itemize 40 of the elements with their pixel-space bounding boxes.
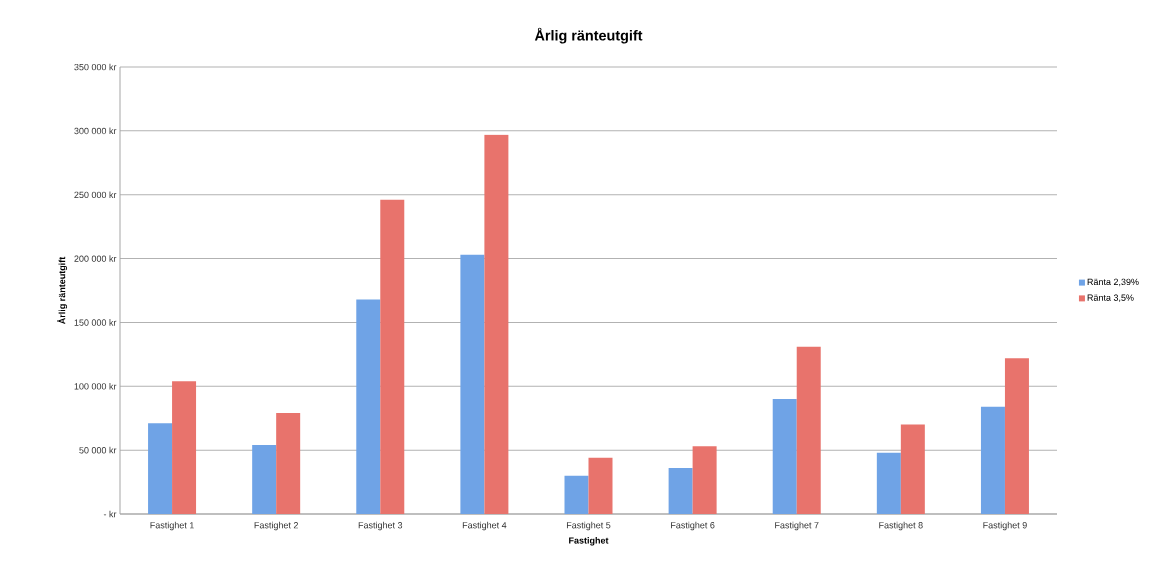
y-axis-title: Årlig ränteutgift: [57, 256, 68, 325]
bar: [876, 452, 901, 514]
bar: [484, 134, 509, 514]
bar: [356, 299, 381, 514]
y-tick-label: 250 000 kr: [74, 191, 117, 199]
bar: [460, 254, 485, 514]
x-tick-label: Fastighet 2: [254, 521, 298, 531]
bar: [900, 424, 925, 514]
y-tick-label: 100 000 kr: [74, 382, 117, 390]
bar: [796, 346, 821, 514]
bar: [148, 423, 173, 514]
chart-title: Årlig ränteutgift: [534, 27, 643, 44]
bar: [380, 199, 405, 514]
y-tick-label: 350 000 kr: [74, 63, 117, 71]
y-tick-label: 150 000 kr: [74, 319, 117, 326]
x-tick-label: Fastighet 6: [671, 521, 715, 531]
y-tick-label: 50 000 kr: [79, 446, 117, 454]
x-tick-label: Fastighet 9: [983, 521, 1027, 531]
legend-label: Ränta 3,5%: [1087, 294, 1134, 302]
y-tick-label: 300 000 kr: [74, 127, 117, 135]
bar: [252, 445, 277, 514]
bar: [588, 457, 613, 514]
x-tick-label: Fastighet 8: [879, 521, 923, 531]
y-tick-label: - kr: [103, 510, 117, 518]
bar: [276, 413, 301, 514]
bar: [980, 406, 1005, 514]
bar: [1004, 358, 1029, 514]
x-tick-label: Fastighet 5: [566, 521, 611, 531]
y-tick-label: 200 000 kr: [74, 255, 117, 262]
bar: [564, 475, 589, 514]
x-axis-title: Fastighet: [569, 537, 609, 546]
bar: [172, 381, 197, 514]
x-tick-label: Fastighet 4: [462, 521, 507, 531]
bar: [772, 399, 797, 514]
x-tick-label: Fastighet 1: [150, 521, 194, 531]
bar: [668, 468, 693, 514]
x-tick-label: Fastighet 3: [358, 521, 403, 531]
legend-label: Ränta 2,39%: [1087, 278, 1139, 287]
bar: [692, 446, 717, 514]
x-tick-label: Fastighet 7: [775, 521, 819, 531]
